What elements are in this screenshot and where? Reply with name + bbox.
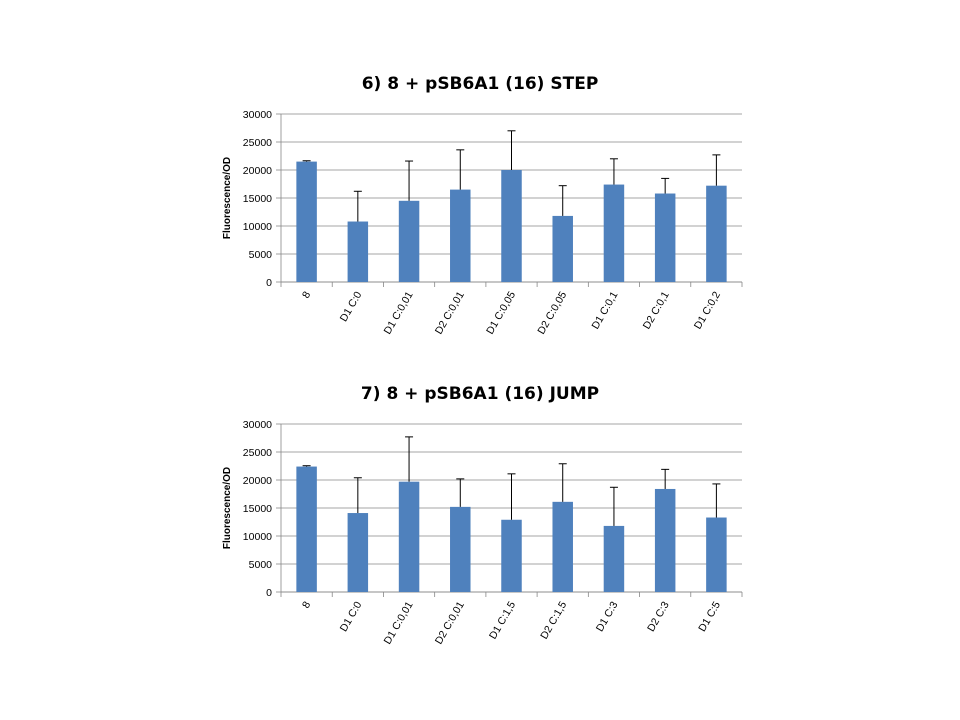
bar — [347, 513, 369, 592]
bar — [347, 221, 369, 282]
chart-title: 7) 8 + pSB6A1 (16) JUMP — [360, 384, 600, 404]
x-tick-label: D2 C:3 — [645, 599, 672, 633]
bar — [603, 525, 625, 592]
x-tick-label: D2 C:1,5 — [538, 599, 569, 641]
x-tick-label: D1 C:1,5 — [487, 599, 518, 641]
bar — [450, 506, 471, 592]
x-tick-label: 8 — [300, 599, 313, 610]
chart-title: 6) 8 + pSB6A1 (16) STEP — [361, 74, 599, 94]
bar — [501, 170, 522, 282]
y-tick-label: 15000 — [243, 503, 272, 515]
y-tick-label: 20000 — [243, 165, 272, 177]
y-axis-label: Fluorescence/OD — [222, 467, 233, 549]
x-tick-label: D1 C:0,01 — [382, 599, 416, 646]
bar — [706, 185, 727, 282]
bar — [296, 466, 317, 592]
bar — [603, 184, 625, 282]
y-tick-label: 25000 — [243, 447, 272, 459]
y-axis-label: Fluorescence/OD — [222, 157, 233, 239]
bar — [501, 519, 522, 592]
y-tick-label: 5000 — [249, 559, 273, 571]
bar — [706, 517, 727, 592]
bar — [654, 193, 676, 282]
bar — [552, 501, 573, 592]
y-tick-label: 25000 — [243, 137, 272, 149]
y-tick-label: 5000 — [249, 249, 273, 261]
bar — [398, 200, 420, 282]
y-tick-label: 30000 — [243, 109, 272, 121]
y-tick-label: 15000 — [243, 193, 272, 205]
y-tick-label: 10000 — [243, 531, 272, 543]
y-tick-label: 0 — [266, 277, 272, 289]
bar — [296, 161, 317, 282]
x-tick-label: D1 C:5 — [696, 599, 723, 633]
y-tick-label: 0 — [266, 587, 272, 599]
bar — [398, 481, 420, 592]
y-tick-label: 20000 — [243, 475, 272, 487]
x-tick-label: 8 — [300, 289, 313, 300]
x-tick-label: D1 C:3 — [594, 599, 621, 633]
y-tick-label: 10000 — [243, 221, 272, 233]
x-tick-label: D2 C:0,01 — [433, 599, 467, 646]
bar — [552, 215, 573, 282]
x-tick-label: D1 C:0 — [338, 599, 365, 633]
bar — [450, 189, 471, 282]
y-tick-label: 30000 — [243, 419, 272, 431]
bar — [654, 488, 676, 592]
